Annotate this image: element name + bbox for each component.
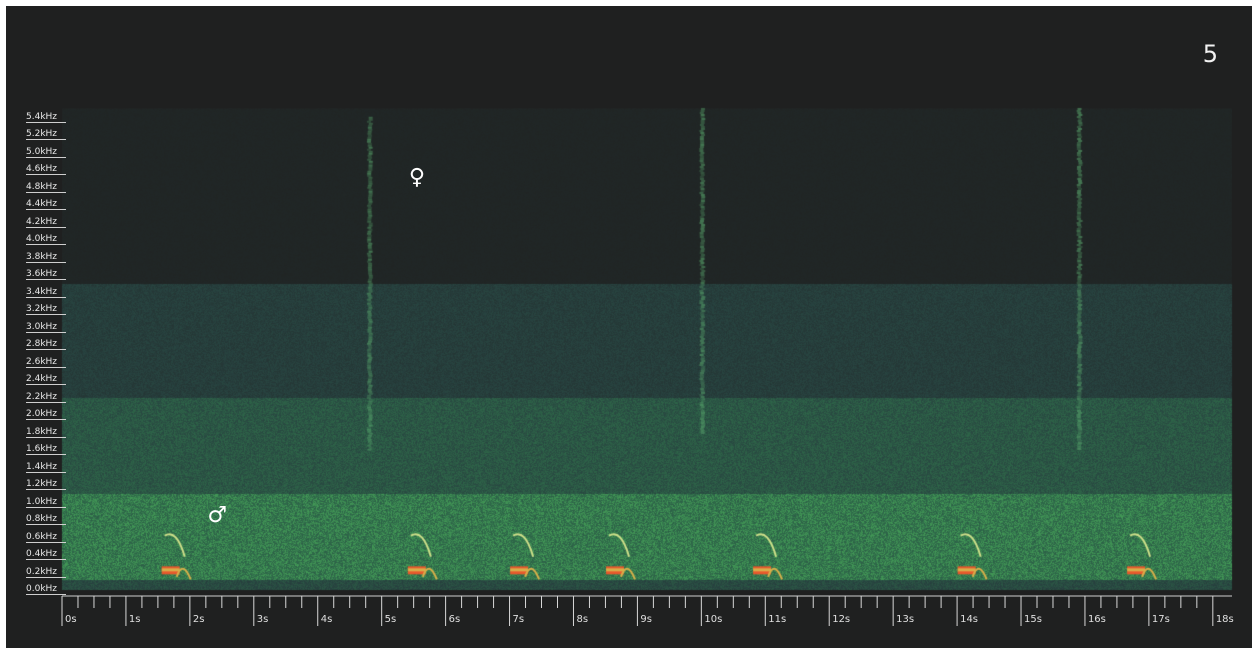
y-tick-label: 4.0kHz	[26, 234, 66, 245]
spectrogram-canvas	[6, 6, 1252, 648]
y-tick-label: 1.8kHz	[26, 427, 66, 438]
y-tick-label: 1.6kHz	[26, 444, 66, 455]
x-tick-label: 8s	[576, 614, 589, 625]
x-tick-label: 7s	[512, 614, 525, 625]
y-tick-label: 3.6kHz	[26, 269, 66, 280]
y-tick-label: 0.0kHz	[26, 584, 66, 595]
x-tick-label: 16s	[1087, 614, 1106, 625]
y-tick-label: 5.0kHz	[26, 147, 66, 158]
figure-frame: 5 0.0kHz 0.2kHz 0.4kHz 0.6kHz 0.8kHz 1.0kHz 1.…	[6, 6, 1252, 648]
y-tick-label: 3.2kHz	[26, 304, 66, 315]
y-tick-label: 1.4kHz	[26, 462, 66, 473]
y-tick-label: 4.8kHz	[26, 182, 66, 193]
y-tick-label: 4.2kHz	[26, 217, 66, 228]
y-tick-label: 3.8kHz	[26, 252, 66, 263]
y-tick-label: 2.4kHz	[26, 374, 66, 385]
y-tick-label: 4.6kHz	[26, 164, 66, 175]
y-tick-label: 0.6kHz	[26, 532, 66, 543]
y-tick-label: 1.2kHz	[26, 479, 66, 490]
x-tick-label: 10s	[704, 614, 723, 625]
x-tick-label: 6s	[448, 614, 461, 625]
x-tick-label: 9s	[640, 614, 652, 625]
figure-number: 5	[1202, 40, 1218, 68]
x-tick-label: 11s	[768, 614, 787, 625]
y-tick-label: 2.2kHz	[26, 392, 66, 403]
x-tick-label: 4s	[320, 614, 333, 625]
y-tick-label: 0.4kHz	[26, 549, 66, 560]
x-tick-label: 18s	[1215, 614, 1234, 625]
x-tick-label: 15s	[1024, 614, 1042, 625]
y-tick-label: 3.0kHz	[26, 322, 66, 333]
x-tick-label: 5s	[384, 614, 397, 625]
y-tick-label: 2.6kHz	[26, 357, 66, 368]
x-tick-label: 3s	[256, 614, 269, 625]
y-tick-label: 4.4kHz	[26, 199, 66, 210]
y-tick-label: 5.4kHz	[26, 112, 66, 123]
time-axis	[61, 595, 1232, 626]
y-tick-label: 3.4kHz	[26, 287, 66, 298]
x-tick-label: 17s	[1151, 614, 1170, 625]
y-tick-label: 2.0kHz	[26, 409, 66, 420]
x-tick-label: 12s	[832, 614, 851, 625]
y-tick-label: 1.0kHz	[26, 497, 66, 508]
y-tick-label: 5.2kHz	[26, 129, 66, 140]
x-tick-label: 2s	[192, 614, 205, 625]
x-tick-label: 14s	[960, 614, 979, 625]
x-tick-label: 0s	[65, 614, 77, 625]
y-tick-label: 0.2kHz	[26, 567, 66, 578]
y-tick-label: 2.8kHz	[26, 339, 66, 350]
y-tick-label: 0.8kHz	[26, 514, 66, 525]
x-tick-label: 13s	[896, 614, 915, 625]
x-tick-label: 1s	[128, 614, 141, 625]
female-symbol-annotation: ♀	[408, 165, 425, 191]
male-symbol-annotation: ♂	[207, 502, 228, 528]
